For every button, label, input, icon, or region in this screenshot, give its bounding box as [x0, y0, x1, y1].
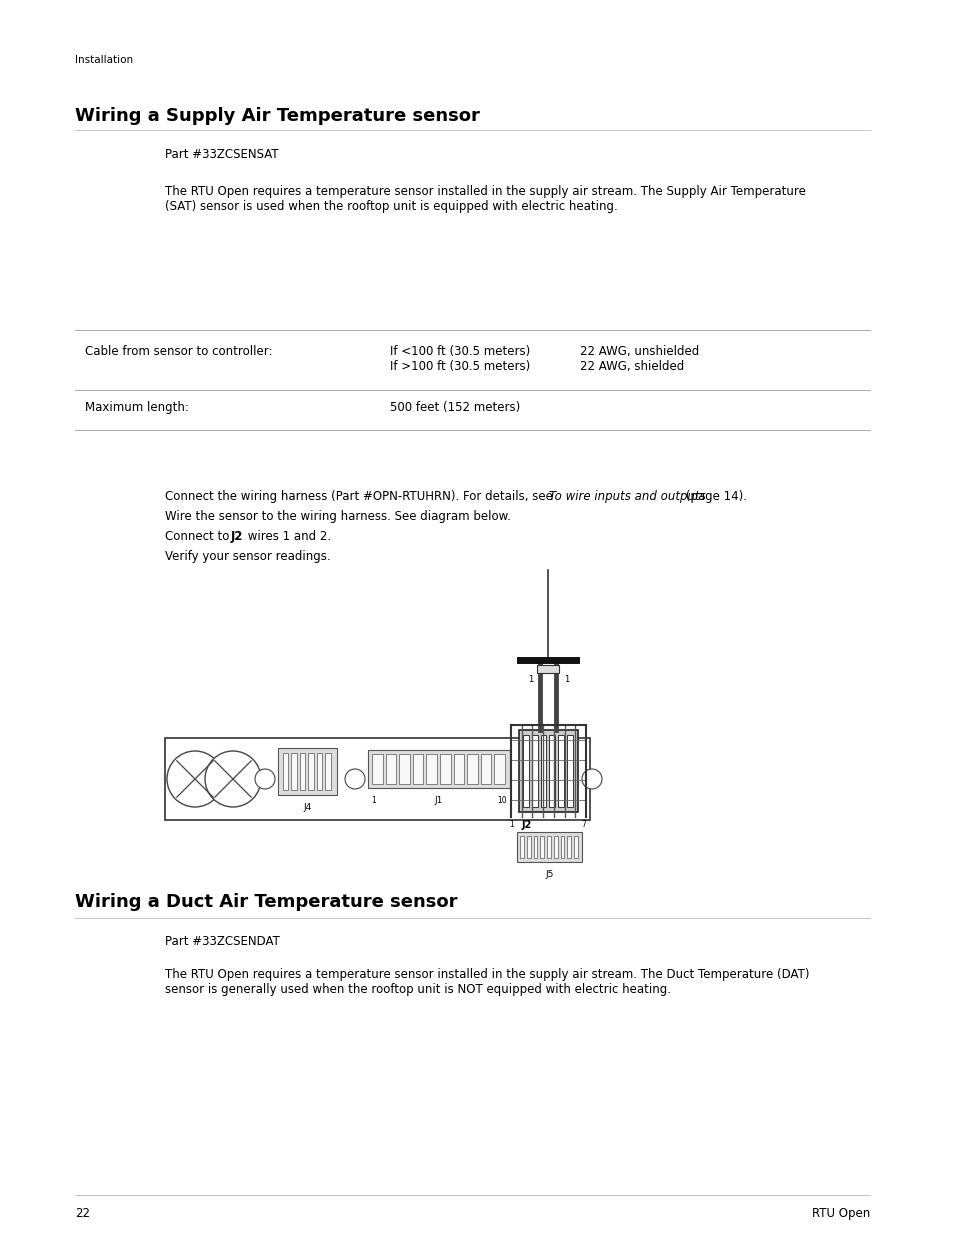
- Bar: [526, 836, 530, 858]
- Bar: [539, 836, 543, 858]
- Text: RTU Open: RTU Open: [811, 1207, 869, 1220]
- Bar: [546, 836, 550, 858]
- Text: The RTU Open requires a temperature sensor installed in the supply air stream. T: The RTU Open requires a temperature sens…: [165, 968, 809, 981]
- Bar: [398, 755, 410, 784]
- Circle shape: [345, 769, 365, 789]
- Bar: [316, 753, 322, 790]
- Text: J1: J1: [435, 797, 443, 805]
- Bar: [554, 836, 558, 858]
- Bar: [567, 836, 571, 858]
- Bar: [533, 836, 537, 858]
- Bar: [549, 735, 555, 806]
- Bar: [325, 753, 331, 790]
- Text: The RTU Open requires a temperature sensor installed in the supply air stream. T: The RTU Open requires a temperature sens…: [165, 185, 805, 198]
- Text: Maximum length:: Maximum length:: [85, 401, 189, 414]
- Bar: [467, 755, 477, 784]
- Text: 7: 7: [580, 820, 585, 829]
- Text: 1: 1: [371, 797, 375, 805]
- Text: sensor is generally used when the rooftop unit is NOT equipped with electric hea: sensor is generally used when the roofto…: [165, 983, 670, 995]
- Text: 22: 22: [75, 1207, 90, 1220]
- Circle shape: [167, 751, 223, 806]
- Bar: [574, 836, 578, 858]
- Text: Cable from sensor to controller:: Cable from sensor to controller:: [85, 345, 273, 358]
- Bar: [426, 755, 436, 784]
- Bar: [518, 730, 578, 811]
- Bar: [439, 755, 450, 784]
- Text: If >100 ft (30.5 meters): If >100 ft (30.5 meters): [390, 359, 530, 373]
- Text: J5: J5: [545, 869, 553, 879]
- Bar: [567, 735, 573, 806]
- Bar: [308, 753, 314, 790]
- Text: Wiring a Supply Air Temperature sensor: Wiring a Supply Air Temperature sensor: [75, 107, 479, 125]
- Bar: [165, 739, 589, 820]
- Bar: [558, 735, 563, 806]
- Text: (page 14).: (page 14).: [680, 490, 746, 503]
- Bar: [385, 755, 395, 784]
- Bar: [540, 735, 546, 806]
- Bar: [292, 753, 296, 790]
- Bar: [413, 755, 423, 784]
- Bar: [372, 755, 382, 784]
- Bar: [522, 735, 528, 806]
- Text: Part #33ZCSENDAT: Part #33ZCSENDAT: [165, 935, 279, 948]
- Bar: [283, 753, 288, 790]
- Bar: [494, 755, 504, 784]
- Text: 10: 10: [497, 797, 506, 805]
- Text: 1: 1: [527, 676, 533, 684]
- Text: Wiring a Duct Air Temperature sensor: Wiring a Duct Air Temperature sensor: [75, 893, 457, 911]
- Text: Connect to: Connect to: [165, 530, 233, 543]
- Text: wires 1 and 2.: wires 1 and 2.: [244, 530, 331, 543]
- Bar: [537, 664, 558, 673]
- Text: 22 AWG, unshielded: 22 AWG, unshielded: [579, 345, 699, 358]
- Bar: [560, 836, 564, 858]
- Circle shape: [254, 769, 274, 789]
- Bar: [519, 836, 523, 858]
- Circle shape: [581, 769, 601, 789]
- Text: Verify your sensor readings.: Verify your sensor readings.: [165, 550, 331, 563]
- Bar: [368, 750, 510, 788]
- Text: Part #33ZCSENSAT: Part #33ZCSENSAT: [165, 148, 278, 161]
- Bar: [277, 748, 336, 795]
- Text: J4: J4: [303, 803, 312, 811]
- Text: To wire inputs and outputs: To wire inputs and outputs: [548, 490, 705, 503]
- Text: (SAT) sensor is used when the rooftop unit is equipped with electric heating.: (SAT) sensor is used when the rooftop un…: [165, 200, 618, 212]
- Bar: [480, 755, 491, 784]
- Text: Wire the sensor to the wiring harness. See diagram below.: Wire the sensor to the wiring harness. S…: [165, 510, 511, 522]
- Circle shape: [205, 751, 261, 806]
- Text: If <100 ft (30.5 meters): If <100 ft (30.5 meters): [390, 345, 530, 358]
- Text: 1: 1: [563, 676, 569, 684]
- Text: 22 AWG, shielded: 22 AWG, shielded: [579, 359, 683, 373]
- Bar: [531, 735, 537, 806]
- Bar: [299, 753, 305, 790]
- Text: Installation: Installation: [75, 56, 133, 65]
- Text: J2: J2: [521, 820, 532, 830]
- Text: 500 feet (152 meters): 500 feet (152 meters): [390, 401, 519, 414]
- Text: J2: J2: [231, 530, 243, 543]
- Bar: [517, 832, 581, 862]
- Bar: [453, 755, 464, 784]
- Text: 1: 1: [509, 820, 514, 829]
- Text: Connect the wiring harness (Part #OPN-RTUHRN). For details, see: Connect the wiring harness (Part #OPN-RT…: [165, 490, 556, 503]
